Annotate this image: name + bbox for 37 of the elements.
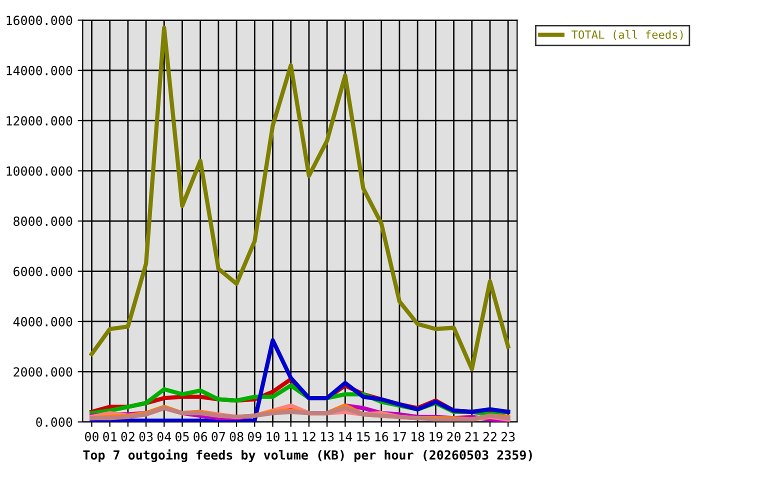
x-tick-label: 03 (139, 432, 153, 442)
x-tick-label: 20 (447, 432, 460, 442)
x-tick-label: 16 (375, 432, 388, 442)
x-tick-label: 06 (194, 432, 208, 442)
x-tick-label: 17 (393, 432, 406, 442)
y-tick-label: 12000.000 (6, 116, 72, 126)
x-tick-label: 14 (339, 432, 352, 442)
x-tick-label: 23 (501, 432, 515, 442)
x-axis-title: Top 7 outgoing feeds by volume (KB) per hour (20260503 2359) (83, 449, 532, 462)
legend-label: TOTAL (all feeds) (572, 30, 683, 40)
y-tick-label: 10000.000 (6, 166, 72, 176)
x-tick-label: 10 (266, 432, 280, 442)
x-tick-label: 00 (85, 432, 98, 442)
x-tick-label: 01 (103, 432, 117, 442)
x-tick-label: 04 (157, 432, 172, 442)
y-tick-label: 16000.000 (6, 16, 72, 26)
y-tick-label: 4000.000 (13, 316, 72, 326)
line-series (90, 338, 510, 422)
x-tick-label: 22 (483, 432, 496, 442)
x-tick-label: 02 (121, 432, 134, 442)
x-tick-label: 21 (465, 432, 479, 442)
x-tick-label: 11 (284, 432, 298, 442)
x-tick-label: 12 (302, 432, 316, 442)
x-tick-label: 15 (357, 432, 370, 442)
x-tick-label: 05 (176, 432, 189, 442)
y-tick-label: 8000.000 (14, 216, 72, 226)
y-tick-label: 2000.000 (14, 367, 72, 377)
x-tick-label: 07 (212, 432, 226, 442)
x-tick-label: 13 (321, 432, 334, 442)
x-tick-label: 09 (248, 432, 262, 442)
y-tick-label: 14000.000 (6, 66, 72, 76)
x-tick-label: 18 (412, 432, 424, 442)
y-tick-label: 6000.000 (14, 266, 72, 276)
x-tick-label: 08 (230, 432, 244, 442)
line-series (90, 26, 510, 372)
y-tick-label: 0.000 (36, 417, 72, 427)
x-tick-label: 19 (430, 432, 442, 442)
